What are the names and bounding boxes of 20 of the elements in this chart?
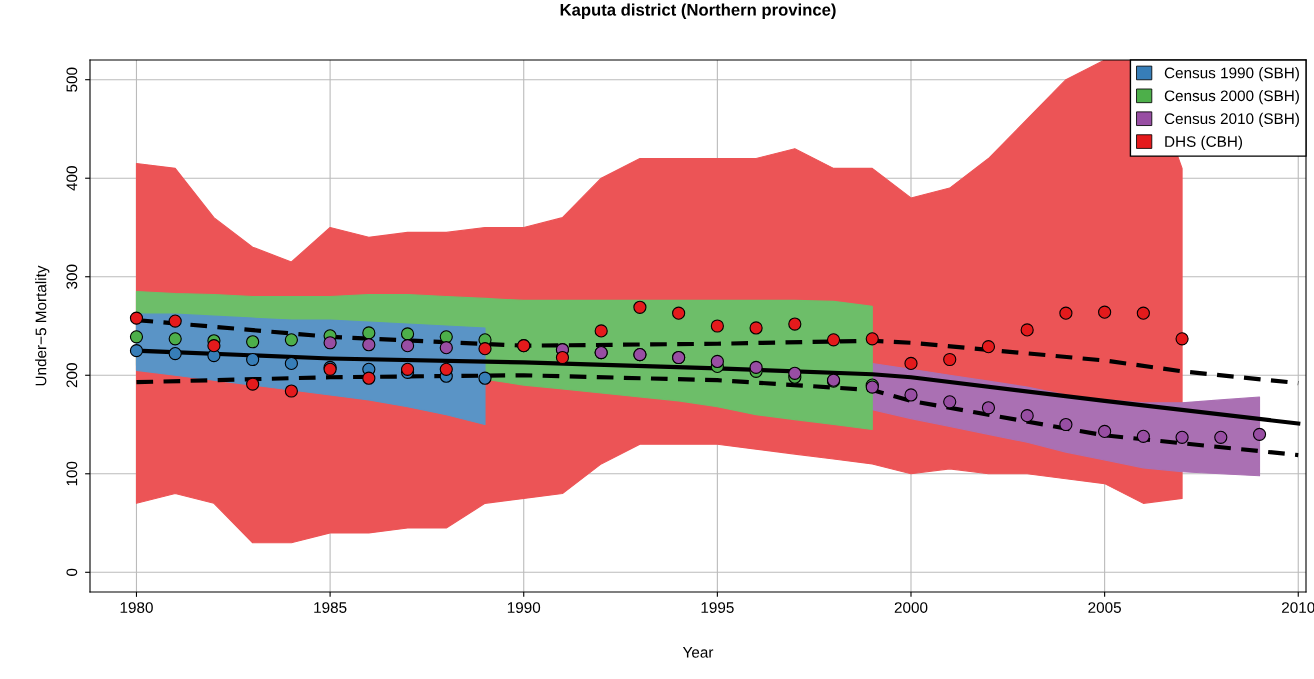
x-tick-label: 1980: [120, 602, 153, 613]
y-tick-label: 300: [66, 264, 78, 289]
legend-label: Census 2000 (SBH): [1164, 89, 1299, 105]
y-tick-label: 0: [66, 568, 78, 576]
y-tick-label: 500: [66, 67, 78, 92]
x-tick-label: 1995: [701, 602, 734, 613]
y-tick-label: 100: [66, 461, 78, 486]
x-tick-label: 2000: [894, 602, 928, 613]
y-axis-title: Under−5 Mortality: [35, 265, 50, 386]
x-tick-label: 1990: [507, 602, 541, 613]
legend-label: Census 1990 (SBH): [1164, 67, 1299, 82]
x-tick-label: 1985: [314, 602, 347, 613]
y-tick-label: 200: [66, 363, 78, 388]
chart-title: Kaputa district (Northern province): [560, 3, 836, 20]
x-tick-label: 2005: [1088, 602, 1121, 613]
y-tick-label: 400: [66, 166, 78, 191]
legend-label: DHS (CBH): [1165, 135, 1243, 150]
x-tick-label: 2010: [1282, 602, 1314, 613]
legend-label: Census 2010 (SBH): [1164, 112, 1299, 128]
x-axis-title: Year: [682, 647, 714, 658]
